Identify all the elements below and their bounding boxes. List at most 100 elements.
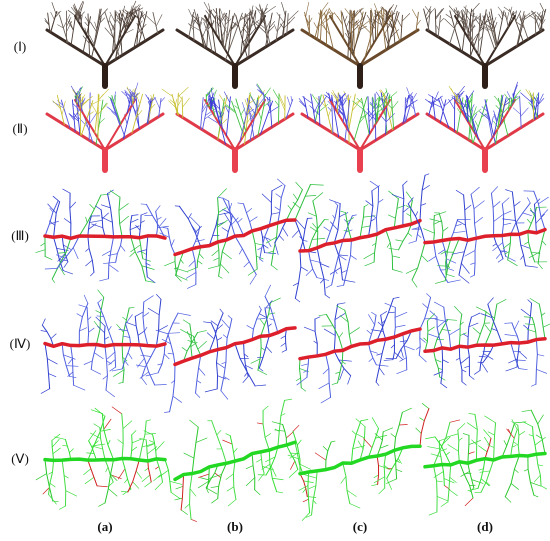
branch <box>308 485 317 489</box>
branch <box>329 99 361 151</box>
branch <box>458 274 470 284</box>
branch <box>354 10 359 16</box>
branch <box>478 36 482 42</box>
branch <box>483 22 492 28</box>
branch <box>237 218 243 223</box>
branch <box>441 240 448 269</box>
branch <box>433 301 445 308</box>
branch <box>216 362 226 369</box>
branch <box>142 312 150 318</box>
branch <box>108 96 114 102</box>
branch <box>439 437 448 442</box>
branch <box>472 327 481 335</box>
branch <box>380 89 387 99</box>
branch <box>121 21 130 31</box>
branch <box>510 429 518 457</box>
branch <box>140 212 148 216</box>
branch <box>347 94 350 144</box>
branch <box>535 453 542 487</box>
branch <box>421 403 430 409</box>
branch <box>322 22 327 32</box>
branch <box>246 325 254 330</box>
branch <box>157 363 163 366</box>
branch <box>483 353 494 360</box>
branch <box>258 335 270 369</box>
branch <box>187 267 198 272</box>
branch <box>352 445 366 450</box>
branch <box>314 316 321 320</box>
branch <box>274 429 286 432</box>
branch <box>48 220 56 226</box>
branch <box>493 110 498 122</box>
branch <box>299 236 304 241</box>
branch <box>390 29 399 38</box>
branch <box>44 343 51 390</box>
branch <box>467 316 472 348</box>
branch <box>44 20 50 26</box>
branch <box>539 8 547 33</box>
branch <box>218 106 225 119</box>
branch <box>456 90 465 99</box>
branch <box>127 459 140 493</box>
branch <box>62 270 73 275</box>
branch <box>256 422 264 425</box>
branch <box>46 358 58 365</box>
branch <box>121 5 125 18</box>
branch <box>366 329 372 335</box>
branch <box>493 213 505 222</box>
branch <box>415 427 422 434</box>
branch <box>341 361 346 365</box>
branch <box>520 107 529 117</box>
branch <box>378 465 390 470</box>
branch <box>534 16 541 33</box>
branch <box>511 191 520 235</box>
branch <box>75 87 81 97</box>
branch <box>134 93 139 98</box>
branch <box>89 219 103 223</box>
branch <box>355 418 366 427</box>
main-axis <box>423 336 547 353</box>
branch <box>100 204 111 209</box>
branch <box>344 99 351 142</box>
branch <box>316 247 326 296</box>
branch <box>175 274 182 282</box>
branch <box>433 349 441 378</box>
branch <box>331 240 344 286</box>
branch <box>211 498 219 504</box>
branch <box>217 196 224 199</box>
branch <box>503 222 512 226</box>
branch <box>491 186 499 194</box>
branch <box>344 309 352 347</box>
branch <box>467 8 473 38</box>
branch <box>319 10 323 42</box>
branch <box>222 12 227 47</box>
branch <box>506 12 510 21</box>
branch <box>504 93 510 101</box>
branch <box>185 272 197 279</box>
branch <box>433 241 449 284</box>
branch <box>385 96 388 106</box>
branch <box>162 227 169 229</box>
branch <box>331 92 339 102</box>
branch <box>479 344 486 372</box>
branch <box>223 212 232 224</box>
branch <box>402 207 409 213</box>
branch <box>383 92 393 131</box>
branch <box>220 390 229 400</box>
branch <box>180 259 184 264</box>
branch <box>314 94 322 123</box>
branch <box>474 120 479 128</box>
branch <box>195 392 201 398</box>
branch <box>135 224 141 231</box>
branch <box>217 212 231 216</box>
branch <box>391 255 401 258</box>
branch <box>89 204 95 210</box>
branch <box>454 306 463 315</box>
branch <box>220 13 228 24</box>
branch <box>228 200 236 237</box>
branch <box>338 212 349 218</box>
branch <box>537 263 543 270</box>
branch <box>292 424 300 432</box>
branch <box>447 279 461 283</box>
branch <box>294 298 301 303</box>
